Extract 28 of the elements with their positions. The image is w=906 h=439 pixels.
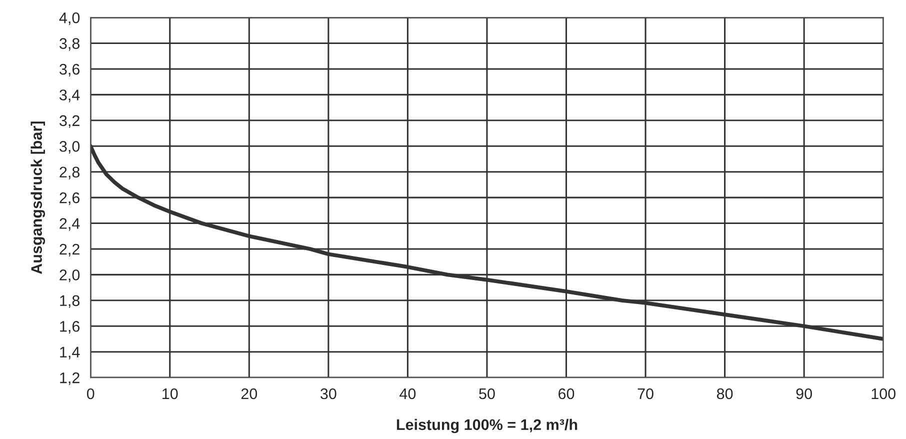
y-tick-label: 1,2 <box>60 372 80 386</box>
x-tick-label: 10 <box>162 388 178 400</box>
y-tick-label: 2,2 <box>60 244 80 256</box>
x-tick-label: 50 <box>479 388 495 400</box>
y-axis-title: Ausgangsdruck [bar] <box>30 122 46 274</box>
y-tick-label: 3,0 <box>60 140 80 154</box>
x-tick-label: 40 <box>400 388 416 400</box>
x-tick-label: 100 <box>872 388 896 400</box>
x-tick-label: 30 <box>320 388 336 400</box>
y-tick-label: 4,0 <box>59 12 80 26</box>
x-tick-label: 0 <box>86 388 94 400</box>
y-tick-label: 2,0 <box>60 270 80 282</box>
y-tick-label: 1,6 <box>60 320 80 334</box>
y-tick-label: 1,4 <box>60 346 80 360</box>
x-tick-label: 60 <box>558 388 574 400</box>
y-tick-label: 2,4 <box>60 218 80 231</box>
x-tick-label: 80 <box>716 388 733 400</box>
y-tick-label: 1,8 <box>60 295 80 308</box>
y-tick-label: 2,8 <box>60 166 80 180</box>
y-tick-label: 3,2 <box>60 115 80 128</box>
y-tick-label: 3,8 <box>60 38 80 51</box>
x-tick-label: 70 <box>638 388 654 400</box>
y-tick-label: 3,6 <box>60 64 80 76</box>
y-tick-label: 3,4 <box>60 90 80 102</box>
y-tick-label: 2,6 <box>60 192 80 206</box>
x-tick-label: 90 <box>796 388 812 400</box>
x-tick-label: 20 <box>241 388 258 400</box>
x-axis-title: Leistung 100% = 1,2 m³/h <box>396 418 578 434</box>
